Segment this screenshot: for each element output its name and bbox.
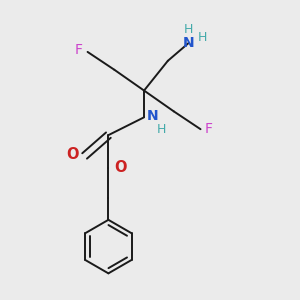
Text: F: F <box>75 44 83 57</box>
Text: O: O <box>66 147 79 162</box>
Text: O: O <box>114 160 127 175</box>
Text: H: H <box>184 23 193 36</box>
Text: N: N <box>147 109 159 123</box>
Text: N: N <box>183 36 194 50</box>
Text: H: H <box>197 31 207 44</box>
Text: F: F <box>205 122 213 136</box>
Text: H: H <box>157 123 167 136</box>
